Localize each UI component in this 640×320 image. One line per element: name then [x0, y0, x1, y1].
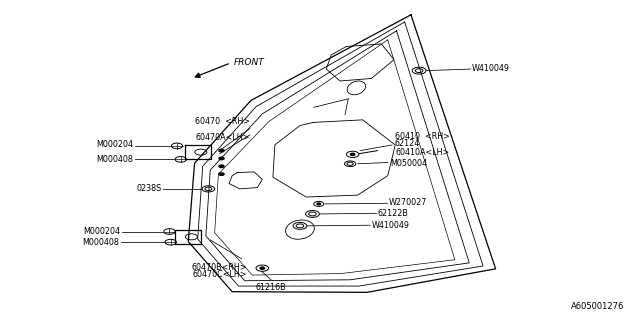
Text: M000204: M000204: [84, 227, 120, 236]
Text: 0238S: 0238S: [137, 184, 162, 193]
Circle shape: [219, 149, 224, 152]
Text: A605001276: A605001276: [571, 302, 624, 311]
Circle shape: [317, 203, 321, 205]
Text: 60410A<LH>: 60410A<LH>: [396, 148, 449, 157]
Text: FRONT: FRONT: [234, 58, 264, 67]
Circle shape: [219, 173, 224, 175]
Text: 60410  <RH>: 60410 <RH>: [396, 132, 450, 140]
Circle shape: [351, 153, 355, 156]
Text: 61216B: 61216B: [256, 283, 286, 292]
Text: W410049: W410049: [472, 64, 510, 73]
Circle shape: [260, 267, 264, 269]
Text: M000408: M000408: [83, 238, 119, 247]
Text: 60470C<LH>: 60470C<LH>: [193, 270, 247, 279]
Circle shape: [219, 165, 224, 168]
Text: 60470A<LH>: 60470A<LH>: [195, 133, 250, 142]
Text: M050004: M050004: [390, 159, 428, 168]
Circle shape: [219, 157, 224, 160]
Text: W270027: W270027: [389, 198, 428, 207]
Text: 60470  <RH>: 60470 <RH>: [195, 117, 250, 126]
Text: M000408: M000408: [96, 155, 133, 164]
Text: 60470B<RH>: 60470B<RH>: [192, 263, 248, 273]
Text: W410049: W410049: [371, 221, 410, 230]
Text: 62122B: 62122B: [378, 209, 408, 218]
Text: 62124: 62124: [394, 139, 419, 148]
Text: M000204: M000204: [96, 140, 133, 149]
